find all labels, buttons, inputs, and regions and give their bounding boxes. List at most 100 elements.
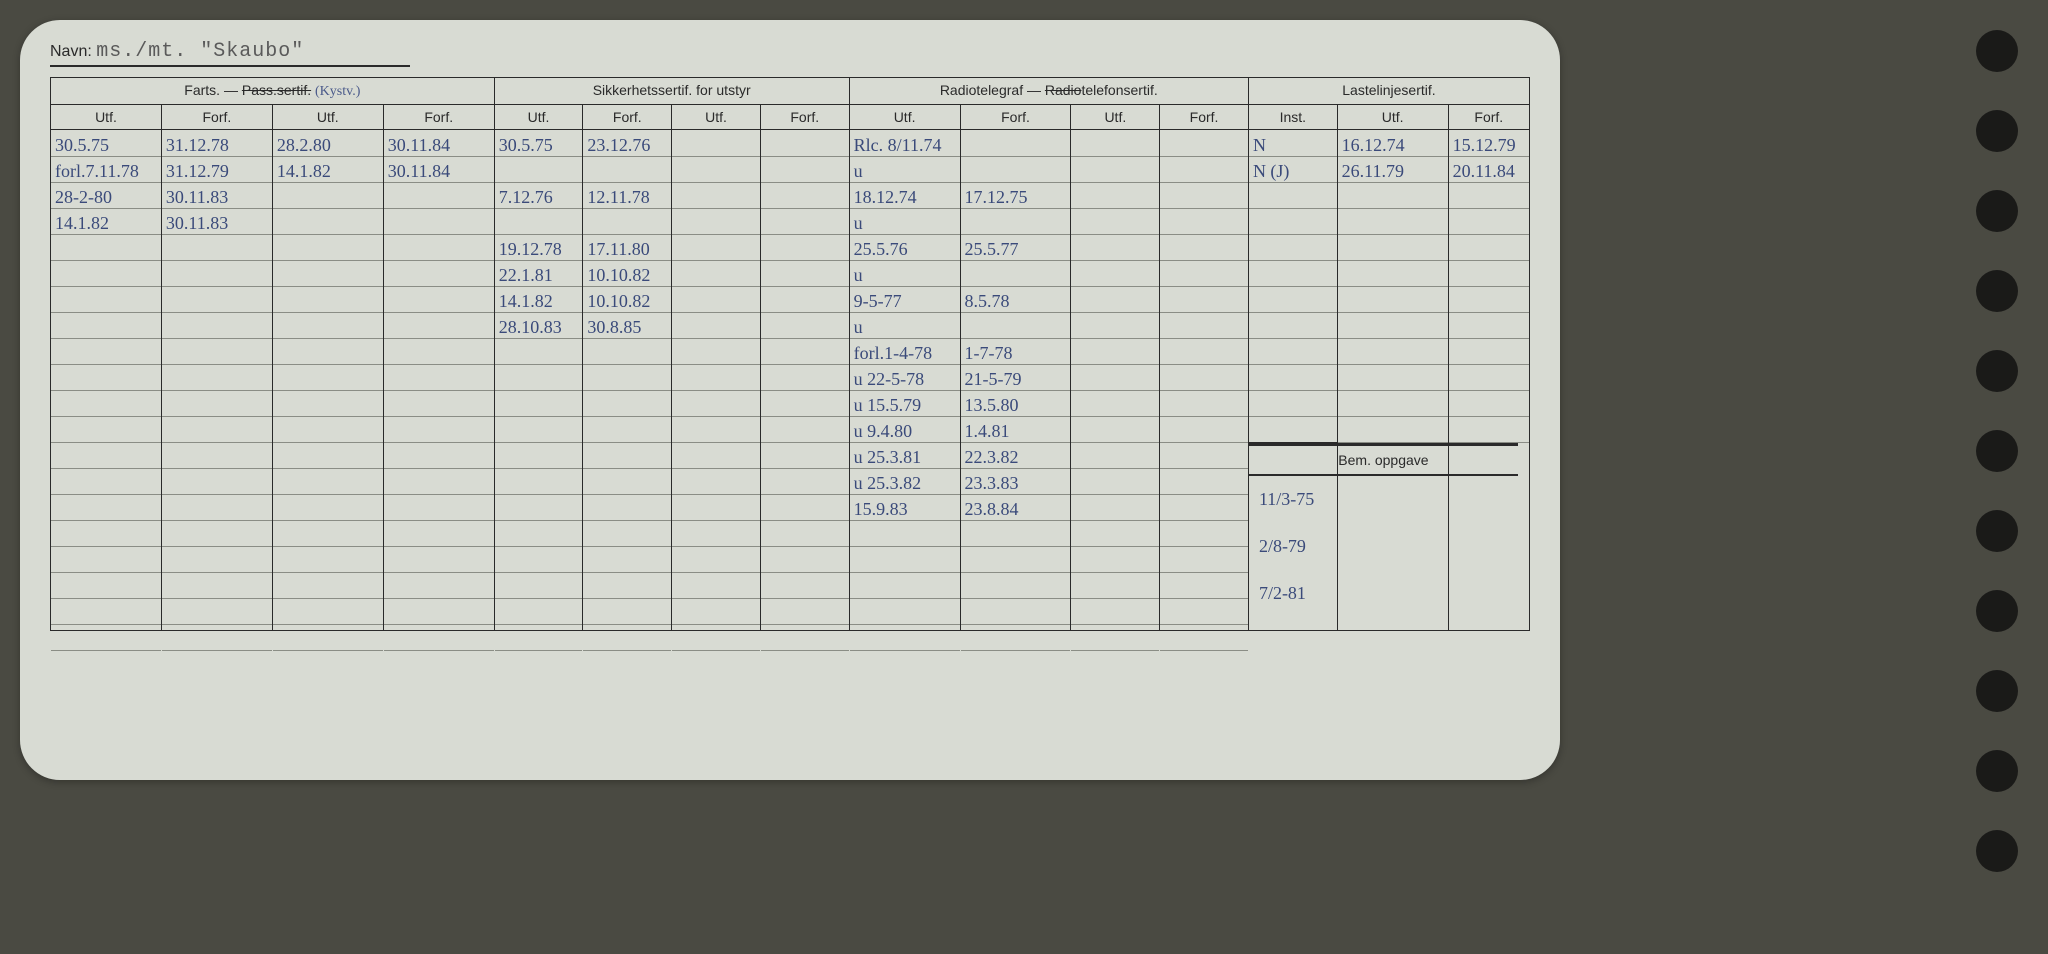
col-farts-utf2: 28.2.8014.1.82 [272, 130, 383, 631]
bem-entry: 7/2-81 [1259, 580, 1306, 606]
col-sik-forf1: 23.12.7612.11.7817.11.8010.10.8210.10.82… [583, 130, 672, 631]
handwritten-entry: u 15.5.79 [854, 392, 922, 418]
handwritten-entry: forl.7.11.78 [55, 158, 139, 184]
handwritten-entry: 9-5-77 [854, 288, 902, 314]
col-sik-forf2 [760, 130, 849, 631]
handwritten-entry: 10.10.82 [587, 288, 650, 314]
col-radio-utf2 [1071, 130, 1160, 631]
sub-forf: Forf. [383, 105, 494, 130]
col-farts-forf1: 31.12.7831.12.7930.11.8330.11.83 [161, 130, 272, 631]
bem-entry: 2/8-79 [1259, 533, 1306, 559]
handwritten-entry: 30.11.84 [388, 132, 450, 158]
handwritten-entry: 25.5.76 [854, 236, 908, 262]
handwritten-entry: 15.9.83 [854, 496, 908, 522]
sub-forf: Forf. [1448, 105, 1529, 130]
handwritten-entry: 31.12.79 [166, 158, 229, 184]
handwritten-entry: 1.4.81 [965, 418, 1010, 444]
navn-field: Navn: ms./mt. "Skaubo" [50, 40, 410, 67]
handwritten-entry: u 22-5-78 [854, 366, 925, 392]
handwritten-entry: 22.3.82 [965, 444, 1019, 470]
col-sik-utf1: 30.5.757.12.7619.12.7822.1.8114.1.8228.1… [494, 130, 583, 631]
col-farts-forf2: 30.11.8430.11.84 [383, 130, 494, 631]
handwritten-entry: u 25.3.81 [854, 444, 922, 470]
col-radio-forf1: 17.12.75 25.5.77 8.5.78 1-7-7821-5-7913.5.8… [960, 130, 1071, 631]
handwritten-entry: 13.5.80 [965, 392, 1019, 418]
hole [1976, 510, 2018, 552]
handwritten-entry: 28.2.80 [277, 132, 331, 158]
handwritten-entry: 25.5.77 [965, 236, 1019, 262]
handwritten-entry: 28-2-80 [55, 184, 112, 210]
handwritten-entry: 30.8.85 [587, 314, 641, 340]
hole [1976, 30, 2018, 72]
handwritten-entry: 14.1.82 [55, 210, 109, 236]
sub-forf: Forf. [583, 105, 672, 130]
col-radio-utf1: Rlc. 8/11.74u18.12.74u25.5.76u9-5-77ufor… [849, 130, 960, 631]
sub-utf: Utf. [672, 105, 761, 130]
handwritten-entry: 28.10.83 [499, 314, 562, 340]
handwritten-entry: 8.5.78 [965, 288, 1010, 314]
sub-utf: Utf. [51, 105, 162, 130]
handwritten-entry: 17.11.80 [587, 236, 649, 262]
hole [1976, 430, 2018, 472]
handwritten-entry: 26.11.79 [1342, 158, 1404, 184]
col-radio-forf2 [1160, 130, 1249, 631]
handwritten-entry: 30.11.84 [388, 158, 450, 184]
index-card: Navn: ms./mt. "Skaubo" Farts. — Pass.ser… [20, 20, 1560, 780]
col-laste-utf: 16.12.7426.11.79 [1337, 130, 1448, 631]
handwritten-entry: N [1253, 132, 1266, 158]
handwritten-entry: 30.11.83 [166, 184, 228, 210]
handwritten-entry: u [854, 262, 863, 288]
binder-holes [1976, 30, 2018, 872]
hole [1976, 830, 2018, 872]
sub-inst: Inst. [1248, 105, 1337, 130]
sub-forf: Forf. [760, 105, 849, 130]
handwritten-entry: 17.12.75 [965, 184, 1028, 210]
hole [1976, 590, 2018, 632]
handwritten-entry: 23.8.84 [965, 496, 1019, 522]
hole [1976, 750, 2018, 792]
sub-forf: Forf. [161, 105, 272, 130]
handwritten-entry: 21-5-79 [965, 366, 1022, 392]
hole [1976, 190, 2018, 232]
hole [1976, 270, 2018, 312]
group-laste: Lastelinjesertif. [1248, 78, 1529, 105]
col-laste-inst: NN (J)Bem. oppgave11/3-752/8-797/2-81 [1248, 130, 1337, 631]
bem-entry: 11/3-75 [1259, 486, 1314, 512]
col-farts-utf1: 30.5.75forl.7.11.7828-2-8014.1.82 [51, 130, 162, 631]
handwritten-entry: u [854, 210, 863, 236]
handwritten-entry: 31.12.78 [166, 132, 229, 158]
handwritten-entry: 30.11.83 [166, 210, 228, 236]
group-radio: Radiotelegraf — Radiotelefonsertif. [849, 78, 1248, 105]
handwritten-entry: 30.5.75 [499, 132, 553, 158]
sub-utf: Utf. [849, 105, 960, 130]
sub-forf: Forf. [1160, 105, 1249, 130]
navn-value: ms./mt. "Skaubo" [96, 40, 304, 63]
handwritten-entry: 10.10.82 [587, 262, 650, 288]
handwritten-entry: 23.3.83 [965, 470, 1019, 496]
hole [1976, 670, 2018, 712]
hole [1976, 110, 2018, 152]
handwritten-entry: u 9.4.80 [854, 418, 913, 444]
sub-utf: Utf. [1071, 105, 1160, 130]
sub-forf: Forf. [960, 105, 1071, 130]
sub-utf: Utf. [1337, 105, 1448, 130]
handwritten-entry: 30.5.75 [55, 132, 109, 158]
handwritten-entry: Rlc. 8/11.74 [854, 132, 942, 158]
handwritten-entry: 14.1.82 [277, 158, 331, 184]
handwritten-entry: forl.1-4-78 [854, 340, 932, 366]
handwritten-entry: 18.12.74 [854, 184, 917, 210]
handwritten-entry: 20.11.84 [1453, 158, 1515, 184]
col-sik-utf2 [672, 130, 761, 631]
handwritten-entry: u [854, 158, 863, 184]
certificate-table: Farts. — Pass.sertif. (Kystv.) Sikkerhet… [50, 77, 1530, 631]
handwritten-entry: 23.12.76 [587, 132, 650, 158]
handwritten-entry: u [854, 314, 863, 340]
handwritten-entry: 15.12.79 [1453, 132, 1516, 158]
handwritten-entry: 14.1.82 [499, 288, 553, 314]
col-laste-forf: 15.12.7920.11.84 [1448, 130, 1529, 631]
handwritten-entry: u 25.3.82 [854, 470, 922, 496]
group-sikkerhet: Sikkerhetssertif. for utstyr [494, 78, 849, 105]
handwritten-entry: 7.12.76 [499, 184, 553, 210]
handwritten-entry: 12.11.78 [587, 184, 649, 210]
handwritten-entry: 1-7-78 [965, 340, 1013, 366]
